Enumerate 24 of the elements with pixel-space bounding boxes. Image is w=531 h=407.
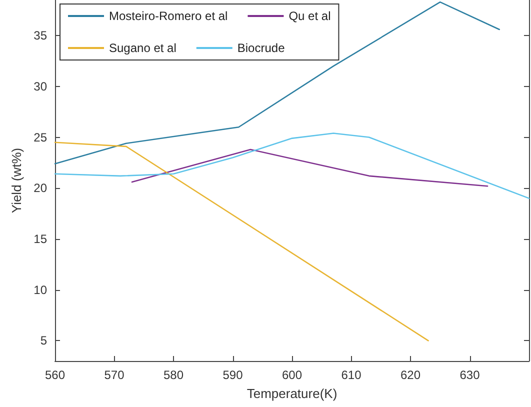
legend-label: Mosteiro-Romero et al <box>109 9 228 23</box>
x-axis-title: Temperature(K) <box>246 386 338 401</box>
x-tick-label: 610 <box>341 368 362 382</box>
legend-label: Qu et al <box>288 9 331 23</box>
y-tick-label: 20 <box>34 181 48 196</box>
x-tick-label: 600 <box>282 368 302 382</box>
x-tick-label: 570 <box>104 368 125 382</box>
legend-label: Sugano et al <box>109 41 176 55</box>
y-tick-label: 25 <box>34 130 48 144</box>
x-tick-label: 590 <box>222 368 244 382</box>
x-tick-label: 620 <box>400 368 421 382</box>
line-series <box>54 132 530 199</box>
y-axis-title: Yield (wt%) <box>8 148 24 214</box>
y-tick-label: 30 <box>34 79 48 94</box>
x-tick-label: 580 <box>163 368 184 382</box>
line-series <box>54 1 500 164</box>
y-tick-label: 35 <box>34 28 48 43</box>
y-tick-label: 10 <box>34 282 48 297</box>
line-series <box>131 148 488 187</box>
x-tick-label: 560 <box>44 368 66 382</box>
y-tick-label: 5 <box>40 334 48 348</box>
legend-label: Biocrude <box>237 41 286 55</box>
y-tick-label: 15 <box>34 232 48 246</box>
x-tick-label: 630 <box>460 368 480 382</box>
